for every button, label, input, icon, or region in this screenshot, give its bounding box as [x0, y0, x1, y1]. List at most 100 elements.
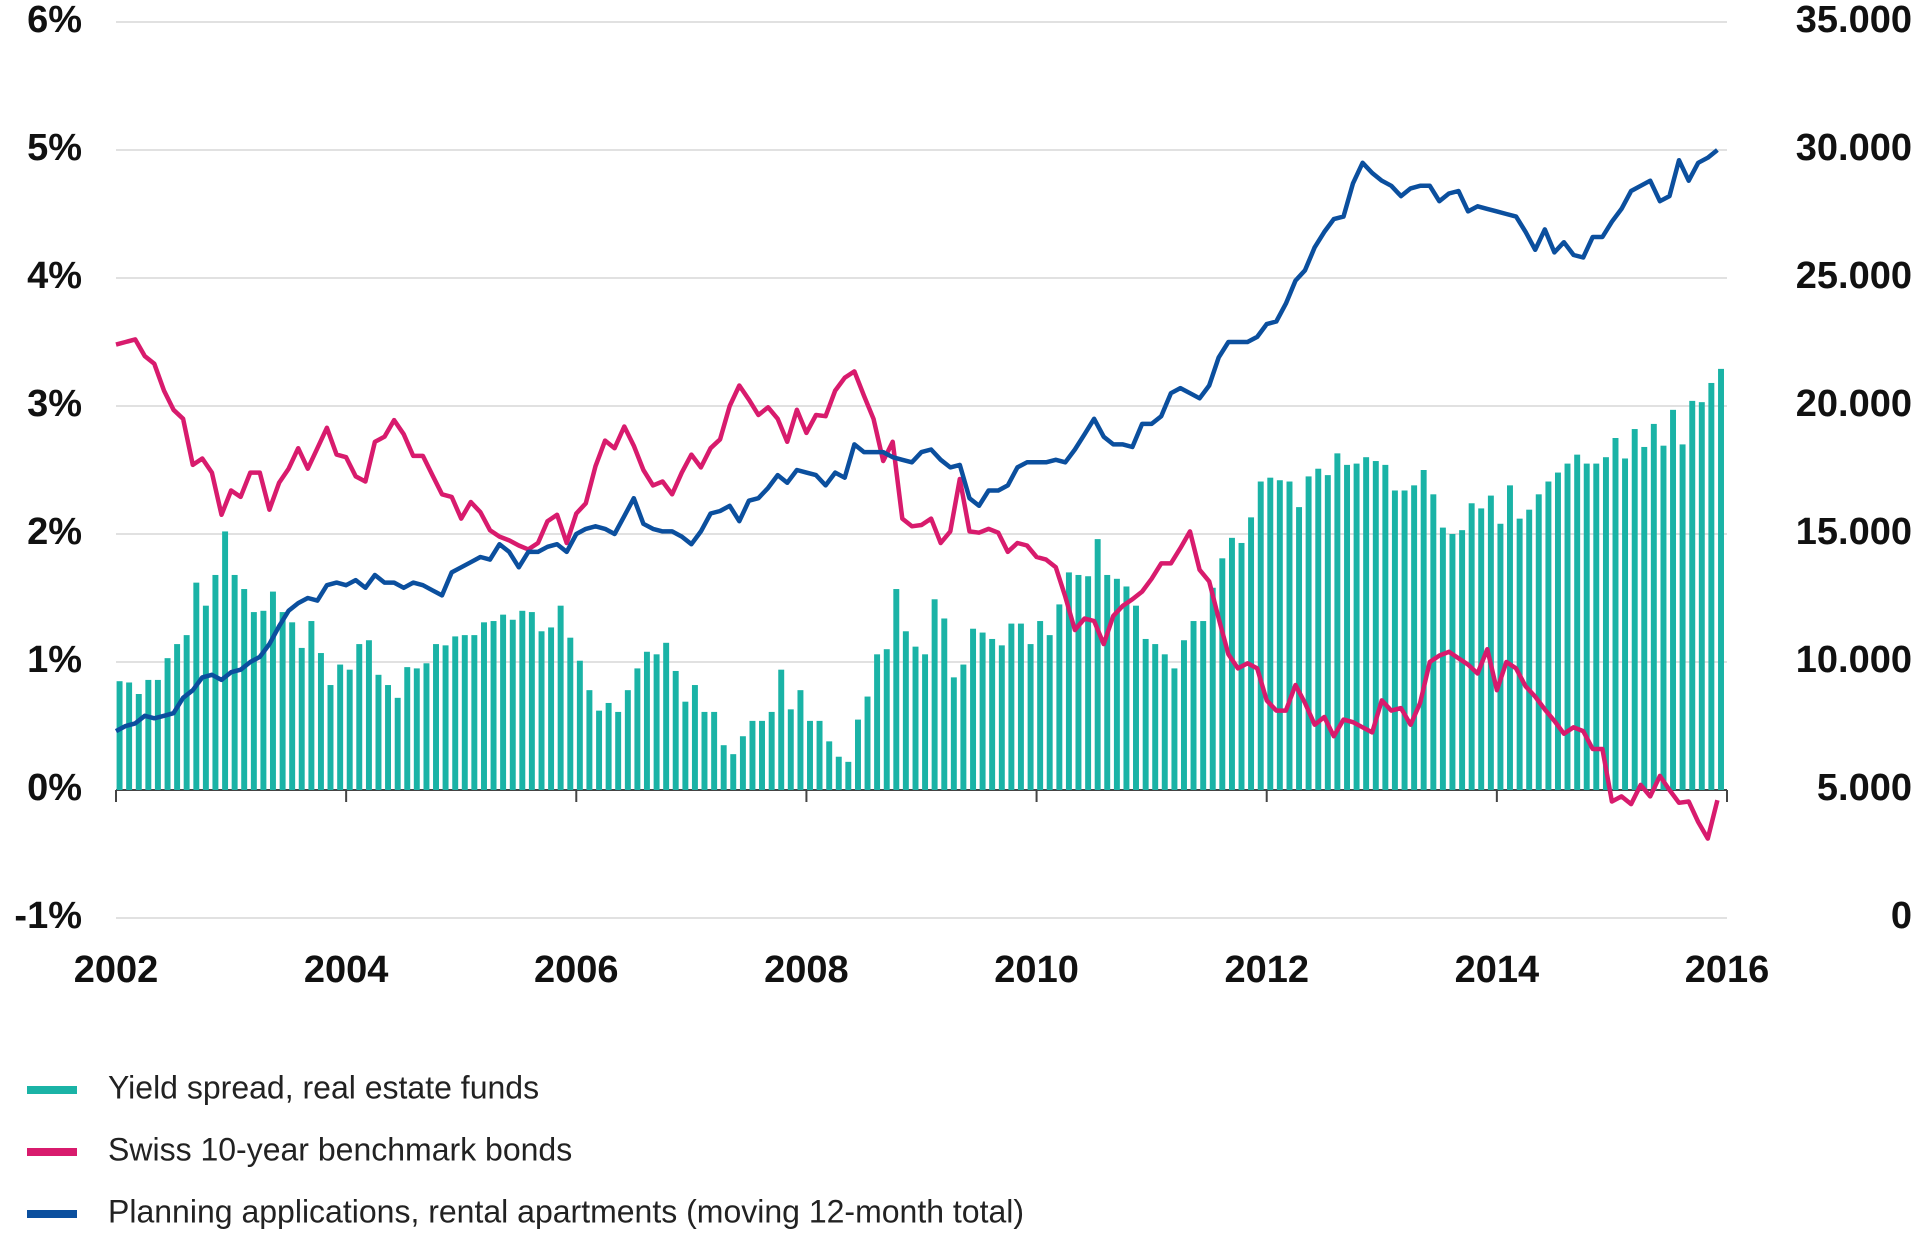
bar: [222, 531, 229, 790]
bar: [1497, 523, 1504, 790]
bar: [1670, 409, 1677, 790]
y2-tick-label: 25.000: [1796, 255, 1912, 297]
line: [114, 148, 1719, 734]
bar: [317, 653, 324, 790]
bar: [1219, 558, 1226, 790]
bar: [759, 720, 765, 790]
bar: [260, 610, 267, 790]
bar: [596, 710, 603, 790]
bar: [471, 635, 478, 790]
bar: [145, 679, 152, 790]
bar: [269, 591, 276, 790]
bar: [1430, 494, 1437, 790]
bar: [1344, 464, 1351, 790]
bar: [998, 645, 1005, 790]
bar: [1689, 400, 1696, 790]
bar: [787, 709, 794, 790]
bar: [548, 627, 555, 790]
bar: [922, 654, 929, 790]
bar: [1487, 495, 1494, 790]
bar: [855, 719, 861, 790]
bar: [1085, 576, 1092, 790]
bar: [1181, 640, 1187, 790]
bar: [116, 681, 123, 790]
bar: [1411, 485, 1418, 790]
y-tick-label: 6%: [27, 0, 82, 41]
bar: [605, 702, 612, 790]
bar: [490, 621, 497, 790]
bar: [749, 720, 756, 790]
y2-tick-label: 5.000: [1817, 767, 1912, 809]
bar: [1056, 604, 1063, 790]
bar: [423, 663, 430, 790]
bar: [989, 638, 996, 790]
bar: [1468, 503, 1475, 790]
line: [115, 337, 1720, 841]
bar: [979, 632, 986, 790]
bar: [1161, 654, 1168, 790]
bar: [1545, 481, 1552, 790]
bar: [135, 694, 142, 790]
bar: [241, 589, 248, 790]
bar: [845, 761, 852, 790]
bar: [931, 599, 938, 790]
bar: [1267, 477, 1274, 790]
bar: [1650, 423, 1657, 790]
bar: [356, 644, 363, 790]
bar: [615, 711, 622, 790]
y-tick-label: 1%: [27, 639, 82, 681]
bar: [778, 669, 785, 790]
bar: [807, 720, 813, 790]
bar: [1171, 668, 1178, 790]
bar: [1631, 429, 1638, 790]
bar: [1334, 453, 1341, 790]
bar: [653, 654, 660, 790]
bar: [404, 667, 411, 790]
x-tick-label: 2014: [1455, 949, 1540, 991]
bar: [643, 651, 650, 790]
bar: [1516, 518, 1523, 790]
bar: [538, 631, 545, 790]
bar: [365, 640, 372, 790]
bar: [1622, 458, 1629, 790]
bar: [1276, 480, 1283, 790]
bar: [1439, 527, 1446, 790]
x-tick-label: 2012: [1224, 949, 1309, 991]
bar: [874, 654, 881, 790]
bar: [941, 618, 948, 790]
bar: [1305, 476, 1312, 790]
bar: [1554, 472, 1561, 790]
legend-label: Yield spread, real estate funds: [108, 1069, 539, 1105]
bar: [385, 685, 392, 790]
bar: [557, 605, 564, 790]
bar: [1248, 517, 1255, 790]
bar: [1315, 468, 1322, 790]
bar: [950, 677, 957, 790]
y-tick-label: 3%: [27, 383, 82, 425]
bar: [1698, 402, 1705, 790]
bar: [1133, 605, 1139, 790]
bar: [1718, 368, 1724, 790]
bar: [202, 605, 209, 790]
bar: [1679, 444, 1686, 790]
bar: [1449, 534, 1456, 790]
bar: [1391, 490, 1398, 790]
bar: [1142, 638, 1149, 790]
bar: [1583, 463, 1590, 790]
bar: [337, 664, 344, 790]
bar: [375, 674, 382, 790]
bar: [1065, 572, 1072, 790]
x-tick-label: 2010: [994, 949, 1079, 991]
bar: [960, 664, 967, 790]
bar: [739, 736, 746, 790]
bar: [1027, 644, 1034, 790]
bar: [154, 679, 161, 790]
bar: [1228, 537, 1235, 790]
bar: [1507, 485, 1513, 790]
bar: [730, 754, 737, 790]
bar: [576, 660, 583, 790]
y-tick-label: 2%: [27, 511, 82, 553]
bar: [634, 668, 641, 790]
y2-tick-label: 20.000: [1796, 383, 1912, 425]
bar: [1113, 578, 1120, 790]
